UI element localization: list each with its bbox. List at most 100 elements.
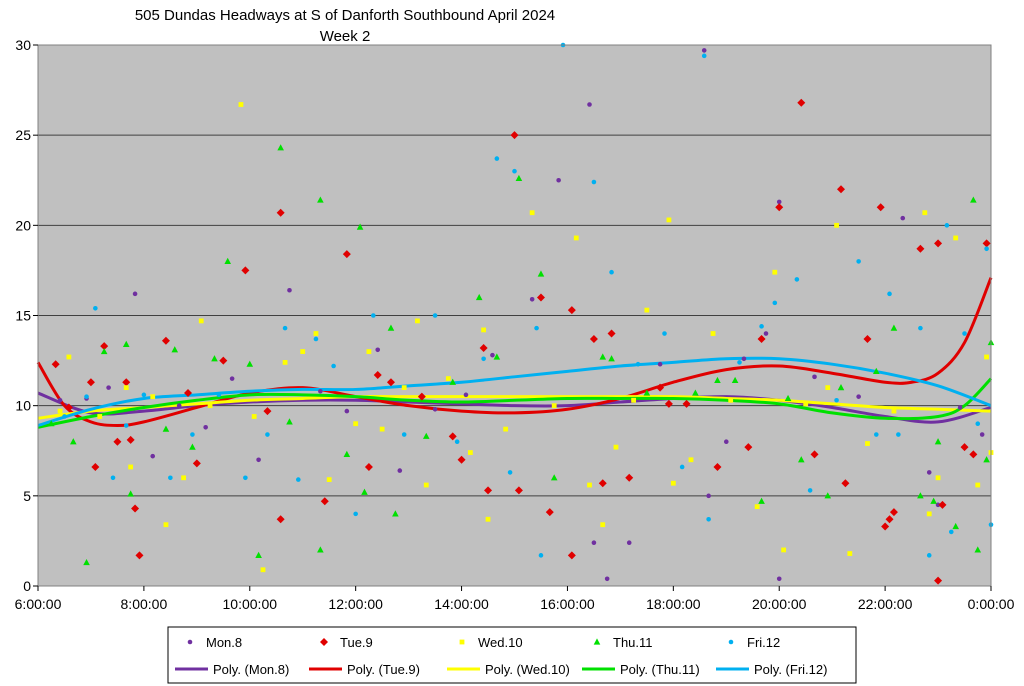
data-point <box>211 355 218 362</box>
data-point <box>93 305 98 311</box>
data-point <box>300 349 306 354</box>
data-point <box>189 443 196 450</box>
data-point <box>256 457 261 463</box>
data-point <box>366 349 372 354</box>
x-tick-label: 22:00:00 <box>858 596 913 612</box>
data-point <box>714 376 721 384</box>
data-point <box>276 208 285 217</box>
data-point <box>484 486 493 495</box>
data-point <box>896 432 901 437</box>
data-point <box>666 217 672 223</box>
data-point <box>889 508 898 517</box>
data-point <box>176 403 182 408</box>
legend-label: Fri.12 <box>747 635 780 650</box>
legend-entry-poly-thu-11: Poly. (Thu.11) <box>582 662 700 677</box>
data-point <box>776 576 782 582</box>
data-point <box>454 439 460 445</box>
legend-swatch <box>728 639 734 645</box>
data-point <box>64 403 73 412</box>
data-point <box>110 475 116 481</box>
data-point <box>417 392 426 401</box>
x-tick-label: 0:00:00 <box>968 596 1015 612</box>
data-point <box>631 397 637 403</box>
data-point <box>865 441 870 446</box>
y-tick-label: 15 <box>15 308 31 324</box>
data-point <box>401 432 407 437</box>
data-point <box>587 102 592 107</box>
data-point <box>810 450 819 459</box>
legend-label: Tue.9 <box>340 635 373 650</box>
trendline-poly-fri-12 <box>37 356 992 427</box>
data-point <box>613 444 619 450</box>
data-point <box>342 250 351 259</box>
data-point <box>192 459 201 468</box>
data-point <box>123 385 129 391</box>
legend-label: Poly. (Tue.9) <box>347 662 420 677</box>
data-point <box>373 371 382 380</box>
data-point <box>286 418 293 425</box>
legend-label: Wed.10 <box>478 635 523 650</box>
data-point <box>207 403 213 409</box>
data-point <box>529 210 535 216</box>
data-point <box>975 421 981 427</box>
data-point <box>938 500 947 509</box>
data-point <box>251 414 257 419</box>
data-point <box>318 388 323 394</box>
series-fri-12 <box>62 42 994 558</box>
legend-entry-thu-11: Thu.11 <box>593 635 653 650</box>
data-point <box>664 399 673 408</box>
data-point <box>744 443 753 452</box>
data-point <box>190 432 195 437</box>
data-point <box>962 331 967 336</box>
y-tick-label: 5 <box>23 488 31 504</box>
data-point <box>545 508 554 517</box>
data-point <box>701 48 707 53</box>
data-point <box>364 462 373 471</box>
y-tick-label: 20 <box>15 217 31 233</box>
y-tick-label: 25 <box>15 127 31 143</box>
data-point <box>837 384 845 391</box>
data-point <box>701 53 707 59</box>
data-point <box>723 439 729 445</box>
data-point <box>219 356 228 365</box>
data-point <box>573 235 579 241</box>
data-point <box>741 356 747 362</box>
x-tick-label: 8:00:00 <box>121 596 168 612</box>
data-point <box>776 199 782 205</box>
series-mon-8 <box>57 48 985 582</box>
data-point <box>224 257 232 264</box>
data-point <box>763 331 769 336</box>
data-point <box>127 490 134 497</box>
data-point <box>529 296 535 302</box>
data-point <box>353 511 358 517</box>
data-point <box>824 492 832 499</box>
data-point <box>812 374 817 380</box>
data-point <box>922 210 928 216</box>
legend-entry-tue-9: Tue.9 <box>320 635 373 650</box>
data-point <box>216 392 222 398</box>
data-point <box>635 361 641 367</box>
data-point <box>984 246 989 252</box>
data-point <box>625 473 634 482</box>
data-point <box>728 397 734 403</box>
data-point <box>320 497 329 506</box>
data-point <box>457 455 466 464</box>
data-point <box>287 287 292 293</box>
data-point <box>662 331 667 336</box>
data-point <box>128 464 134 470</box>
data-point <box>490 352 495 358</box>
data-point <box>930 497 937 504</box>
data-point <box>66 354 72 360</box>
data-point <box>670 480 676 486</box>
data-point <box>598 479 607 488</box>
data-point <box>449 378 457 385</box>
data-point <box>825 385 831 391</box>
legend-entry-fri-12: Fri.12 <box>728 635 780 650</box>
data-point <box>100 347 108 355</box>
data-point <box>51 360 60 369</box>
data-point <box>161 336 170 345</box>
data-point <box>168 475 173 481</box>
data-point <box>758 497 765 504</box>
legend-swatch <box>593 638 601 645</box>
